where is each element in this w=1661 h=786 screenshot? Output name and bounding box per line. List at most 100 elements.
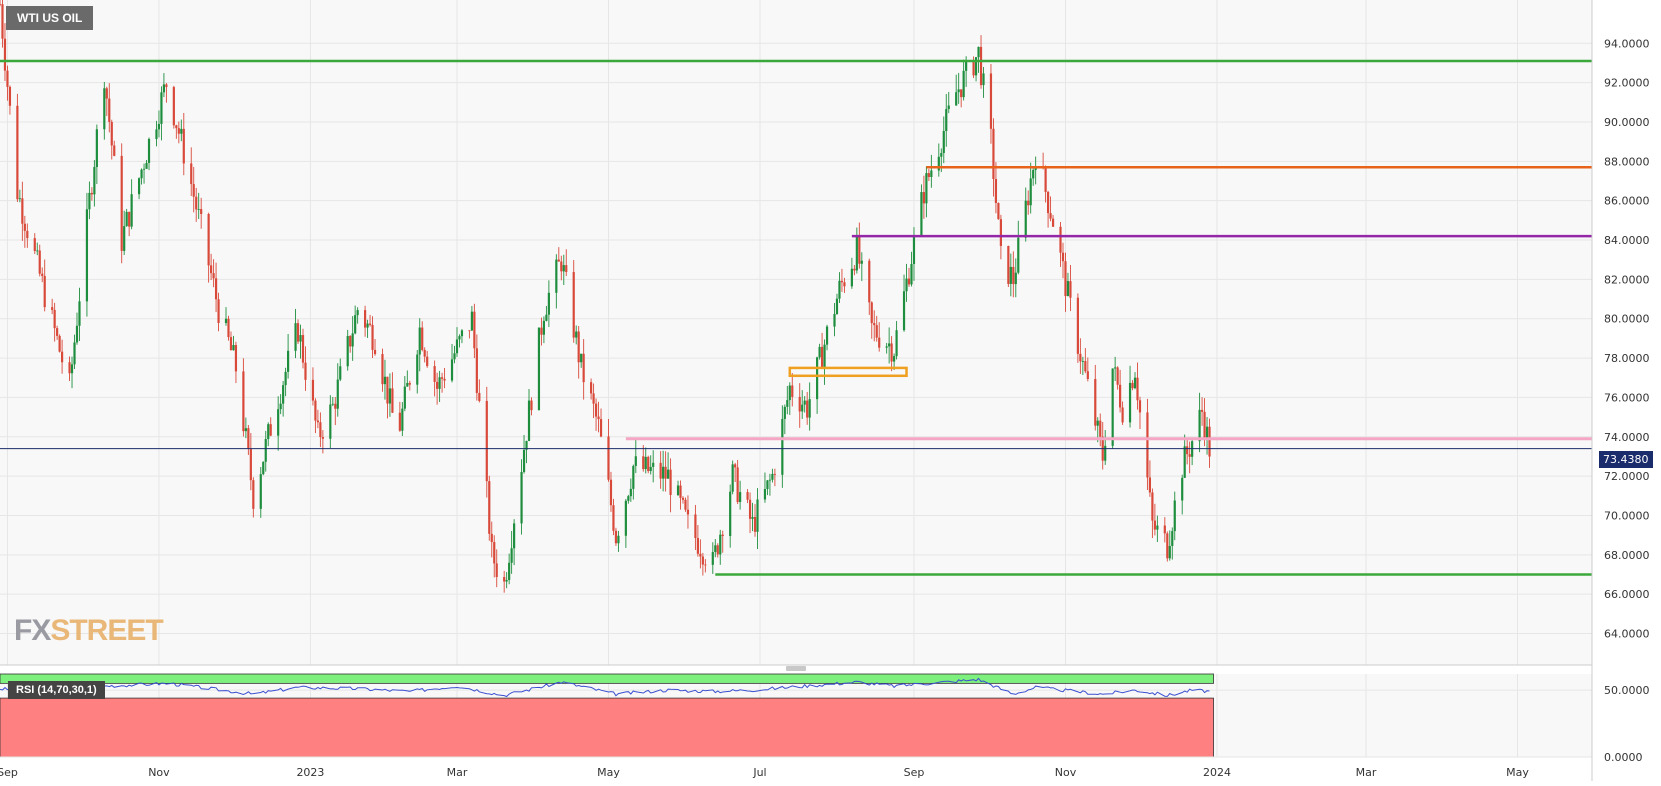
candle-body	[704, 564, 707, 566]
candle-body	[763, 489, 767, 500]
time-tick-label: 2024	[1203, 766, 1231, 779]
time-tick-label: Sep	[0, 766, 18, 779]
candle-body	[835, 298, 839, 314]
candle-body	[33, 238, 36, 252]
candle-body	[885, 346, 888, 348]
candle-body	[103, 88, 106, 130]
candle-body	[945, 109, 948, 132]
candle-body	[614, 530, 618, 544]
candle-body	[301, 335, 305, 363]
candle-body	[875, 325, 878, 338]
candle-body	[701, 556, 704, 565]
candle-body	[93, 167, 96, 195]
candle-body	[227, 318, 230, 338]
candle-body	[1064, 261, 1067, 297]
candle-body	[319, 422, 322, 438]
candle-body	[440, 377, 444, 379]
candle-body	[294, 323, 297, 351]
candle-body	[304, 362, 307, 380]
candle-body	[768, 479, 772, 481]
candle-body	[78, 301, 81, 326]
candle-body	[1007, 245, 1010, 284]
candle-body	[73, 342, 76, 365]
candle-body	[977, 46, 980, 58]
price-tick-label: 94.0000	[1604, 37, 1650, 50]
candle-body	[36, 250, 39, 252]
candle-body	[565, 265, 568, 273]
candle-body	[853, 268, 856, 271]
time-tick-label: Nov	[1055, 766, 1077, 779]
candle-body	[624, 500, 627, 536]
candle-body	[217, 299, 220, 324]
candle-body	[493, 542, 496, 564]
candle-body	[1012, 266, 1015, 285]
candle-body	[339, 366, 342, 380]
candle-body	[540, 327, 543, 335]
candle-body	[214, 278, 218, 300]
candle-body	[545, 314, 548, 321]
candle-body	[1099, 420, 1102, 437]
candle-body	[249, 448, 252, 481]
candle-body	[927, 173, 930, 178]
candle-body	[644, 456, 647, 470]
candle-body	[269, 424, 272, 436]
candle-body	[823, 344, 826, 369]
candle-body	[1009, 266, 1012, 284]
candle-body	[284, 371, 287, 386]
candle-body	[1059, 226, 1062, 253]
pane-resize-handle[interactable]	[786, 666, 806, 671]
candle-body	[1081, 361, 1084, 362]
candle-body	[632, 465, 635, 489]
candle-body	[1131, 382, 1134, 389]
candle-body	[840, 280, 844, 283]
candle-body	[416, 354, 419, 385]
candle-body	[1094, 378, 1097, 426]
fxstreet-watermark: FXSTREET	[14, 614, 164, 648]
rsi-oversold-zone	[0, 697, 1214, 758]
rsi-label: RSI (14,70,30,1)	[8, 681, 105, 699]
candle-body	[363, 310, 367, 328]
candle-body	[6, 70, 9, 87]
price-tick-label: 80.0000	[1604, 313, 1650, 326]
candle-body	[666, 469, 670, 479]
candle-body	[783, 406, 786, 419]
candle-body	[321, 437, 324, 439]
candle-body	[242, 371, 245, 432]
time-tick-label: 2023	[296, 766, 324, 779]
candle-body	[1051, 218, 1055, 227]
candle-body	[438, 377, 441, 389]
price-tick-label: 90.0000	[1604, 116, 1650, 129]
candle-body	[460, 330, 464, 337]
candle-body	[577, 331, 580, 363]
candle-body	[43, 275, 46, 308]
candle-body	[786, 400, 789, 407]
candle-body	[200, 209, 203, 215]
candle-body	[597, 416, 600, 420]
candle-body	[580, 353, 583, 363]
candle-body	[0, 3, 2, 5]
candle-body	[997, 202, 1000, 220]
candle-body	[575, 331, 578, 338]
candle-body	[972, 60, 975, 76]
candle-body	[53, 309, 56, 329]
candle-body	[391, 388, 394, 413]
candle-body	[408, 382, 411, 385]
candle-body	[982, 73, 985, 86]
candle-body	[994, 178, 998, 203]
candle-body	[229, 337, 233, 351]
candle-body	[1086, 371, 1089, 379]
candle-body	[808, 399, 811, 418]
candle-body	[1076, 297, 1079, 354]
candle-body	[1, 4, 4, 39]
candle-body	[336, 379, 339, 409]
candle-body	[197, 209, 200, 210]
candle-body	[423, 349, 426, 357]
candle-body	[1173, 500, 1176, 532]
rsi-line	[0, 677, 1210, 698]
price-tick-label: 88.0000	[1604, 155, 1650, 168]
candle-body	[224, 318, 228, 324]
candle-body	[478, 392, 481, 401]
candle-body	[1104, 445, 1107, 461]
candle-body	[719, 534, 722, 555]
